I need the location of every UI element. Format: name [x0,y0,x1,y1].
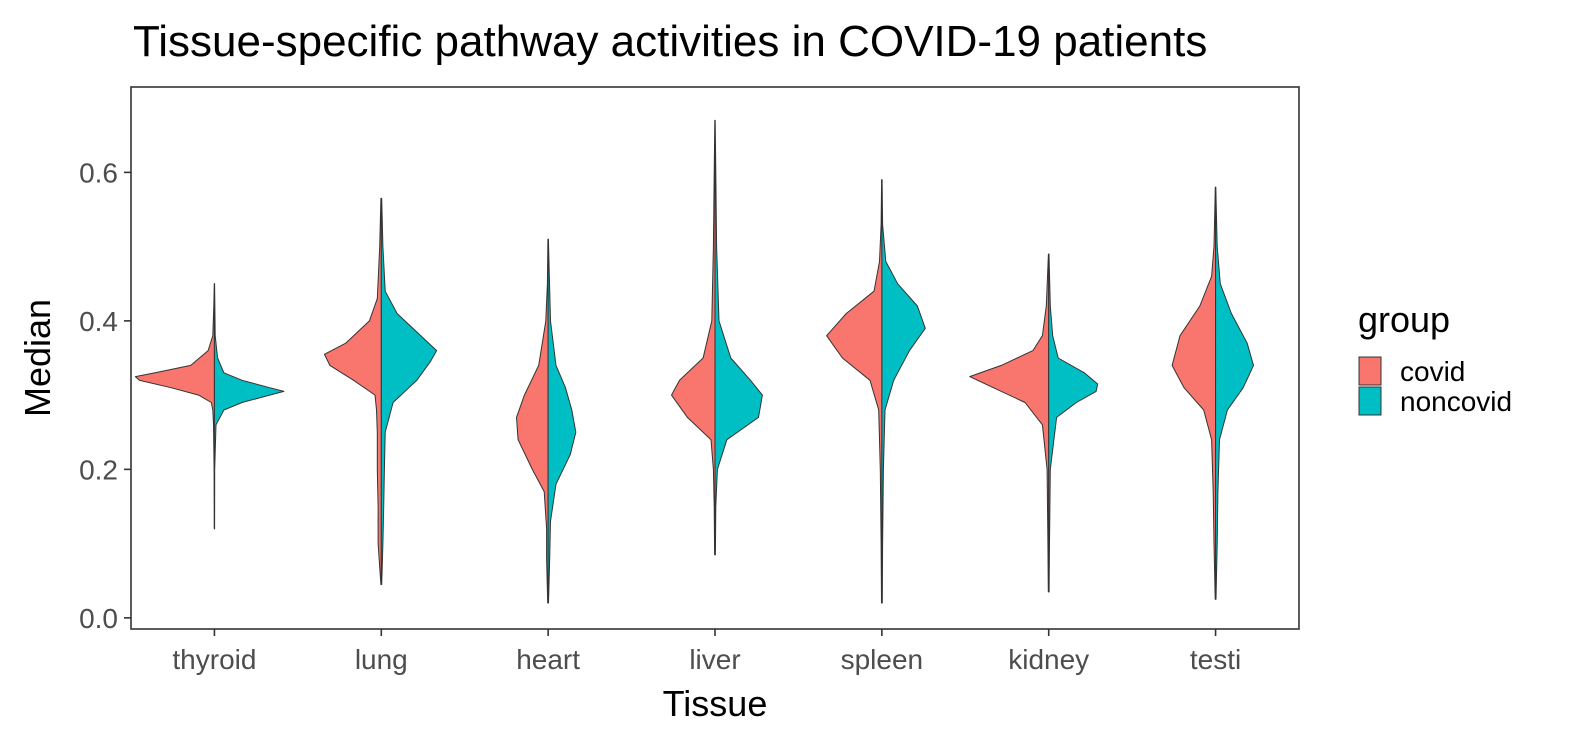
x-tick-label-thyroid: thyroid [172,644,256,675]
y-axis: 0.0 0.2 0.4 0.6 [79,157,131,634]
violin-covid-kidney [969,253,1050,593]
violin-noncovid-liver [714,119,763,556]
violin-noncovid-heart [547,238,577,604]
violin-noncovid-thyroid [213,283,285,530]
y-tick-label: 0.4 [79,306,118,337]
chart-title: Tissue-specific pathway activities in CO… [133,17,1207,66]
legend-key-covid [1358,356,1382,386]
violin-covid-testi [1171,186,1217,600]
x-tick-label-testi: testi [1190,644,1241,675]
violin-noncovid-lung [380,197,438,585]
violin-covid-lung [323,197,382,585]
x-tick-label-lung: lung [355,644,408,675]
y-tick-label: 0.2 [79,454,118,485]
x-axis-title: Tissue [663,683,768,724]
violin-noncovid-kidney [1048,253,1099,593]
legend-label-noncovid: noncovid [1400,386,1512,417]
violins-layer [134,119,1254,604]
violin-noncovid-spleen [881,179,926,604]
legend-key-noncovid [1358,386,1382,416]
violin-covid-thyroid [134,283,215,530]
x-tick-label-spleen: spleen [841,644,924,675]
legend-label-covid: covid [1400,356,1465,387]
legend-title: group [1358,299,1450,340]
y-tick-label: 0.6 [79,157,118,188]
x-tick-label-heart: heart [516,644,580,675]
violin-noncovid-testi [1215,186,1254,600]
x-tick-label-liver: liver [689,644,740,675]
x-tick-label-kidney: kidney [1008,644,1089,675]
y-tick-label: 0.0 [79,603,118,634]
x-axis: thyroid lung heart liver spleen kidney testi [172,629,1241,675]
y-axis-title: Median [17,299,58,417]
